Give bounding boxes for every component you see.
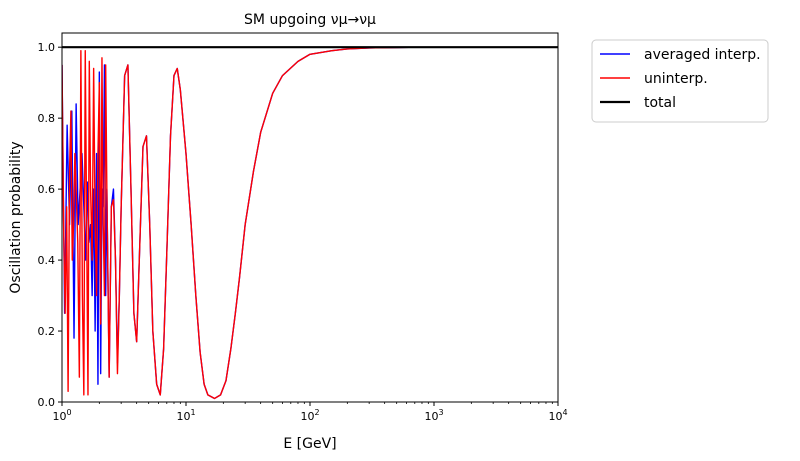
legend-box: [591, 39, 769, 123]
y-axis-label: Oscillation probability: [8, 141, 24, 293]
x-tick-label: 100: [52, 408, 71, 423]
y-tick-label: 0.6: [38, 183, 56, 196]
x-axis-label: E [GeV]: [283, 436, 336, 452]
chart-title: SM upgoing νμ→νμ: [244, 12, 376, 28]
x-tick-label: 104: [548, 408, 567, 423]
axes-frame: [61, 32, 559, 403]
y-tick-label: 0.8: [38, 112, 56, 125]
legend-entry: averaged interp.: [644, 47, 761, 63]
y-tick-label: 1.0: [38, 41, 56, 54]
legend-entry: total: [644, 95, 676, 111]
legend-entry: uninterp.: [644, 71, 708, 87]
series-line-averaged-interp-: [62, 46, 558, 400]
legend: averaged interp. uninterp. total: [591, 39, 769, 123]
axes: 100 101 102 103 104 0.0 0.2 0.4 0.6 0.8 1.0: [38, 32, 568, 423]
y-tick-label: 0.4: [38, 254, 56, 267]
x-tick-label: 101: [176, 408, 195, 423]
x-tick-label: 103: [424, 408, 443, 423]
x-tick-label: 102: [300, 408, 319, 423]
y-tick-label: 0.2: [38, 325, 56, 338]
y-tick-label: 0.0: [38, 396, 56, 409]
plot-area: [62, 46, 558, 400]
series-line-uninterp-: [62, 46, 558, 400]
